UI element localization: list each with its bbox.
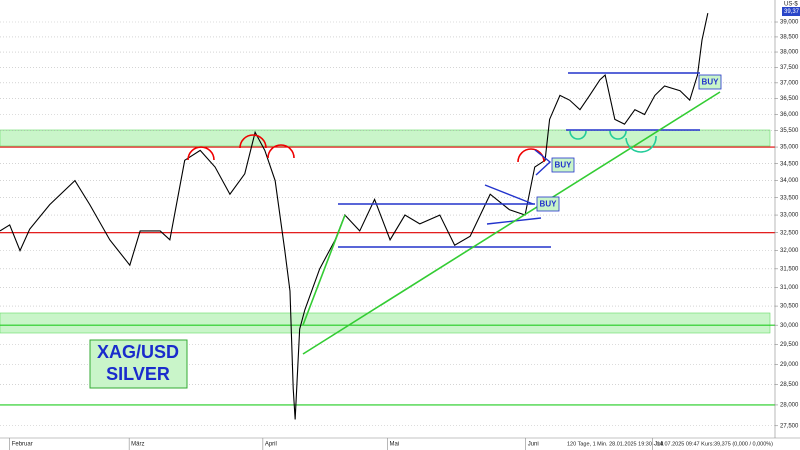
y-tick-label: 39,000 — [780, 20, 799, 26]
y-tick-label: 38,000 — [780, 50, 799, 56]
y-tick-label: 33,000 — [780, 213, 799, 219]
x-tick-label: Februar — [12, 442, 33, 448]
title-box — [89, 339, 188, 389]
y-tick-label: 38,500 — [780, 35, 799, 41]
footer: 120 Tage, 1 Min. 28.01.2025 19:30 - 14.0… — [567, 441, 773, 447]
buy-box — [536, 196, 560, 212]
y-tick-label: 34,500 — [780, 161, 799, 167]
y-tick-label: 28,000 — [780, 403, 799, 409]
annotations — [0, 21, 775, 427]
unit-label: US-$ — [784, 2, 798, 8]
y-tick-label: 31,000 — [780, 285, 799, 291]
x-tick-label: Mai — [390, 442, 400, 448]
buy-signals: BUY BUY BUY — [536, 74, 722, 212]
y-tick-label: 30,500 — [780, 304, 799, 310]
last-price: 39,37 — [784, 9, 800, 15]
y-tick-label: 31,500 — [780, 266, 799, 272]
buy-box — [551, 157, 575, 173]
arc — [517, 148, 545, 163]
support-zone — [0, 129, 771, 147]
buy-box — [698, 74, 722, 90]
title: XAG/USD — [97, 342, 179, 362]
y-tick-label: 27,500 — [780, 423, 799, 429]
y-tick-label: 29,000 — [780, 362, 799, 368]
support-zone — [0, 312, 771, 334]
arc — [239, 134, 267, 149]
y-tick-label: 28,500 — [780, 382, 799, 388]
y-tick-label: 35,000 — [780, 145, 799, 151]
y-tick-label: 32,000 — [780, 248, 799, 254]
y-tick-label: 36,000 — [780, 112, 799, 118]
x-tick-label: März — [131, 442, 144, 448]
buy-label: BUY — [540, 200, 558, 209]
buy-label: BUY — [702, 78, 720, 87]
y-tick-label: 35,500 — [780, 128, 799, 134]
x-tick-label: Juni — [528, 442, 539, 448]
buy-label: BUY — [555, 161, 573, 170]
y-tick-label: 34,000 — [780, 178, 799, 184]
arc — [187, 146, 215, 161]
y-tick-label: 30,000 — [780, 323, 799, 329]
price-line — [0, 13, 709, 420]
trend-line — [302, 214, 346, 326]
y-tick-label: 37,000 — [780, 80, 799, 86]
y-tick-label: 37,500 — [780, 65, 799, 71]
price-box — [782, 7, 800, 16]
drawings — [187, 72, 721, 355]
x-tick-label: Juli — [654, 442, 663, 448]
y-tick-label: 33,500 — [780, 195, 799, 201]
y-tick-label: 29,500 — [780, 342, 799, 348]
cup — [569, 130, 657, 153]
arc — [267, 144, 295, 159]
triangle — [534, 149, 552, 176]
plot-area — [0, 13, 709, 420]
x-tick-label: April — [265, 442, 277, 448]
y-tick-label: 32,500 — [780, 230, 799, 236]
trend-line — [302, 91, 721, 355]
y-tick-label: 36,500 — [780, 96, 799, 102]
subtitle: SILVER — [106, 364, 170, 384]
